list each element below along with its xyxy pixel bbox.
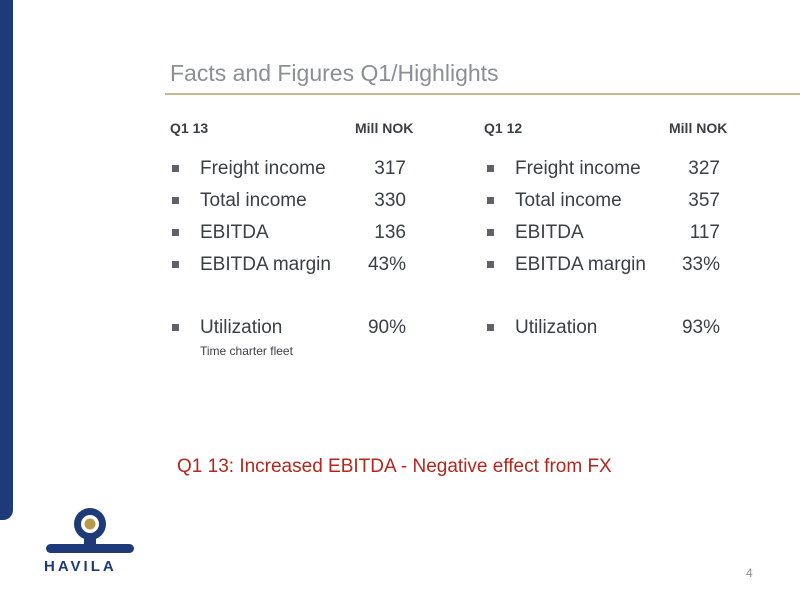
right-period-header: Q1 12 — [484, 120, 523, 136]
title-divider — [165, 93, 800, 95]
list-item-value: 357 — [688, 190, 720, 211]
list-item-label: Utilization — [200, 317, 283, 338]
list-item-value: 136 — [374, 222, 406, 243]
list-item-label: EBITDA — [515, 222, 584, 243]
list-item-label: Freight income — [515, 158, 641, 179]
logo-wordmark: HAVILA — [44, 558, 117, 575]
slide-title: Facts and Figures Q1/Highlights — [170, 60, 499, 86]
list-item-value: 327 — [688, 158, 720, 179]
highlight-note: Q1 13: Increased EBITDA - Negative effec… — [177, 456, 612, 477]
list-item-value: 330 — [374, 190, 406, 211]
list-item-label: EBITDA — [200, 222, 269, 243]
list-item-value: 117 — [689, 222, 720, 243]
list-item-value: 43% — [367, 254, 406, 275]
bullet-icon — [487, 324, 494, 331]
bullet-icon — [172, 165, 179, 172]
list-item-label: Utilization — [515, 317, 598, 338]
bullet-icon — [487, 261, 494, 268]
list-item-value: 93% — [681, 317, 720, 338]
page-number: 4 — [746, 566, 753, 580]
bullet-icon — [172, 261, 179, 268]
bullet-icon — [487, 229, 494, 236]
list-item-label: Total income — [200, 190, 307, 211]
list-item-label: EBITDA margin — [515, 254, 646, 275]
list-item-value: 90% — [367, 317, 406, 338]
left-period-header: Q1 13 — [170, 120, 209, 136]
list-item-label: EBITDA margin — [200, 254, 331, 275]
utilization-note: Time charter fleet — [200, 344, 293, 358]
list-item-label: Total income — [515, 190, 622, 211]
bullet-icon — [487, 165, 494, 172]
left-unit-header: Mill NOK — [355, 120, 414, 136]
right-unit-header: Mill NOK — [669, 120, 728, 136]
list-item-label: Freight income — [200, 158, 326, 179]
bullet-icon — [172, 229, 179, 236]
havila-logo-icon — [46, 508, 134, 553]
side-band — [0, 0, 13, 520]
bullet-icon — [487, 197, 494, 204]
bullet-icon — [172, 324, 179, 331]
list-item-value: 33% — [681, 254, 720, 275]
list-item-value: 317 — [374, 158, 406, 179]
bullet-icon — [172, 197, 179, 204]
